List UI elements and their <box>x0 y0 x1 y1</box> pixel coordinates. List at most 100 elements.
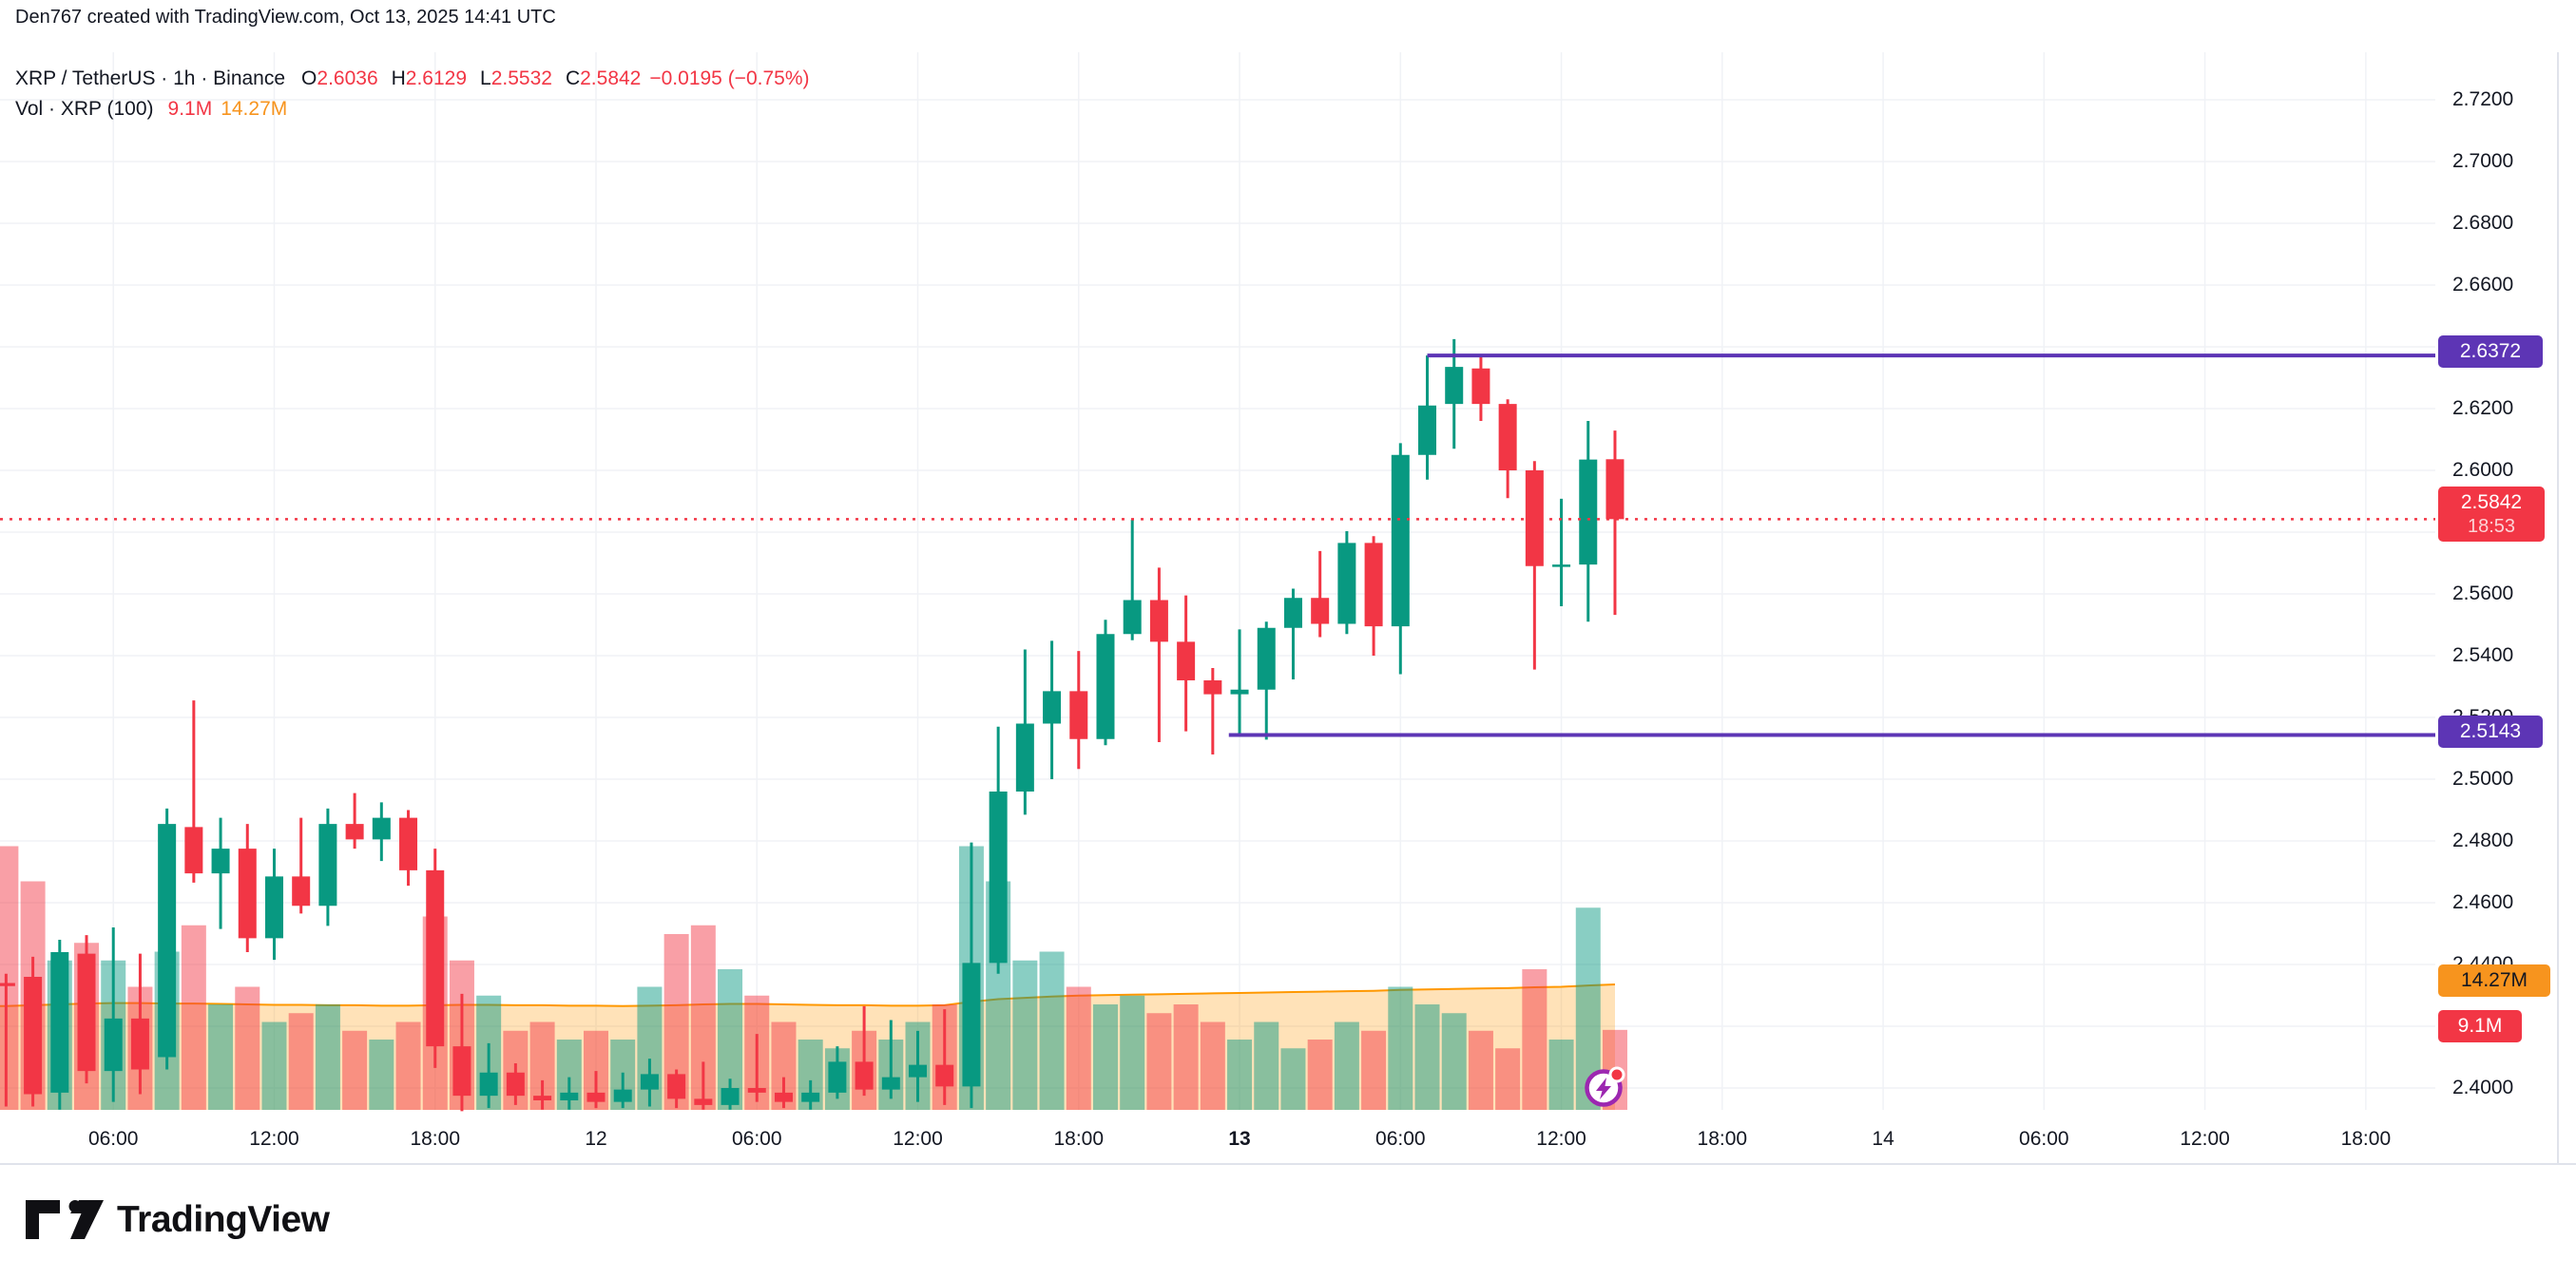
time-axis-label: 13 <box>1228 1128 1251 1150</box>
candle-body <box>1283 598 1302 628</box>
time-axis-label: 12:00 <box>1536 1128 1586 1150</box>
volume-bar <box>1548 1040 1574 1110</box>
candle-body <box>1364 543 1383 627</box>
volume-bar <box>1280 1048 1306 1110</box>
symbol-legend[interactable]: XRP / TetherUS · 1h · Binance O 2.6036 H 2.… <box>15 67 809 90</box>
volume-bar <box>342 1030 368 1110</box>
candle-body <box>0 983 15 986</box>
candle-body <box>1149 600 1168 642</box>
volume-bar <box>1254 1021 1279 1110</box>
price-axis-badge: 2.6372 <box>2438 335 2543 369</box>
time-axis-label: 06:00 <box>2019 1128 2069 1150</box>
candle-body <box>1337 543 1356 624</box>
notification-dot <box>1608 1066 1625 1083</box>
time-axis-label: 18:00 <box>410 1128 461 1150</box>
candle-body <box>292 876 311 907</box>
time-axis-label: 06:00 <box>1375 1128 1426 1150</box>
volume-ma-line <box>0 983 1616 1007</box>
price-axis-label: 2.7000 <box>2452 150 2514 172</box>
candle-body <box>1552 564 1571 567</box>
candle-body <box>694 1098 713 1105</box>
candle-body <box>345 824 364 840</box>
price-axis-label: 2.4000 <box>2452 1077 2514 1098</box>
volume-bar <box>1468 1030 1493 1110</box>
volume-bar <box>1173 1004 1199 1110</box>
change-value: −0.0195 (−0.75%) <box>649 67 810 89</box>
volume-legend[interactable]: Vol · XRP (100) 9.1M 14.27M <box>15 98 287 121</box>
candle-body <box>1069 691 1088 739</box>
candle-body <box>77 953 96 1072</box>
candle-body <box>130 1018 149 1070</box>
volume-bar <box>1200 1021 1225 1110</box>
volume-study-title: Vol · XRP (100) <box>15 98 154 120</box>
lightning-icon <box>1596 1078 1611 1099</box>
ohlc-h: H 2.6129 <box>391 67 468 89</box>
volume-ma-area <box>0 984 1615 1110</box>
candle-body <box>747 1088 766 1093</box>
price-axis-label: 2.7200 <box>2452 88 2514 110</box>
candle-body <box>211 849 230 874</box>
quick-trade-button[interactable] <box>1582 1066 1625 1110</box>
time-axis-label: 12:00 <box>893 1128 943 1150</box>
price-axis-badge: 9.1M <box>2438 1009 2522 1042</box>
volume-bar <box>288 1013 314 1110</box>
candle-body <box>1525 470 1544 566</box>
volume-bar <box>1146 1013 1172 1110</box>
time-axis-label: 12:00 <box>2180 1128 2230 1150</box>
ohlc-values: O 2.6036 H 2.6129 L 2.5532 C 2.5842 <box>301 67 641 90</box>
time-axis-label: 18:00 <box>1697 1128 1748 1150</box>
candle-body <box>935 1064 954 1087</box>
time-axis-label: 18:00 <box>1053 1128 1105 1150</box>
candle-body <box>667 1074 686 1099</box>
time-axis-label: 12 <box>585 1128 607 1150</box>
candle-body <box>452 1046 471 1097</box>
candle-body <box>426 869 445 1047</box>
price-axis-label: 2.6200 <box>2452 397 2514 419</box>
ohlc-l: L 2.5532 <box>480 67 552 89</box>
candle-body <box>721 1088 740 1105</box>
candle-body <box>318 824 337 907</box>
time-axis-label: 06:00 <box>731 1128 782 1150</box>
tradingview-logo[interactable]: TradingView <box>25 1197 330 1243</box>
candle-body <box>104 1018 123 1072</box>
candle-body <box>24 977 43 1095</box>
volume-bar <box>1388 986 1413 1110</box>
candle-body <box>909 1064 928 1078</box>
volume-bar <box>1495 1048 1521 1110</box>
candle-body <box>1203 680 1222 695</box>
volume-bar <box>1227 1040 1253 1110</box>
candle-body <box>1498 404 1517 470</box>
candle-body <box>881 1077 900 1090</box>
candle-body <box>158 824 177 1058</box>
time-axis-label: 18:00 <box>2340 1128 2392 1150</box>
ohlc-c: C 2.5842 <box>565 67 642 89</box>
price-axis-badge: 2.5842 18:53 <box>2438 487 2545 543</box>
volume-bar <box>1092 1004 1118 1110</box>
volume-bar <box>181 925 206 1110</box>
time-axis-label: 14 <box>1872 1128 1894 1150</box>
candle-body <box>962 963 981 1087</box>
volume-bar <box>1334 1021 1359 1110</box>
price-axis-label: 2.6800 <box>2452 212 2514 234</box>
candle-body <box>828 1061 847 1093</box>
price-axis-label: 2.5000 <box>2452 768 2514 790</box>
volume-bar <box>1307 1040 1333 1110</box>
price-axis-badge: 14.27M <box>2438 964 2550 997</box>
volume-bar <box>261 1021 287 1110</box>
volume-bar <box>369 1040 394 1110</box>
volume-bar <box>1414 1004 1440 1110</box>
candle-body <box>533 1096 552 1100</box>
candle-body <box>1043 691 1062 724</box>
ohlc-o: O 2.6036 <box>301 67 378 89</box>
candle-body <box>238 849 257 939</box>
candle-body <box>1123 600 1142 635</box>
candle-body <box>1177 641 1196 680</box>
volume-bar <box>395 1021 421 1110</box>
volume-bar <box>1522 969 1548 1110</box>
candle-body <box>399 817 418 870</box>
candle-body <box>801 1092 820 1102</box>
price-axis-label: 2.6600 <box>2452 274 2514 296</box>
candle-body <box>1230 689 1249 695</box>
candle-body <box>989 792 1008 964</box>
